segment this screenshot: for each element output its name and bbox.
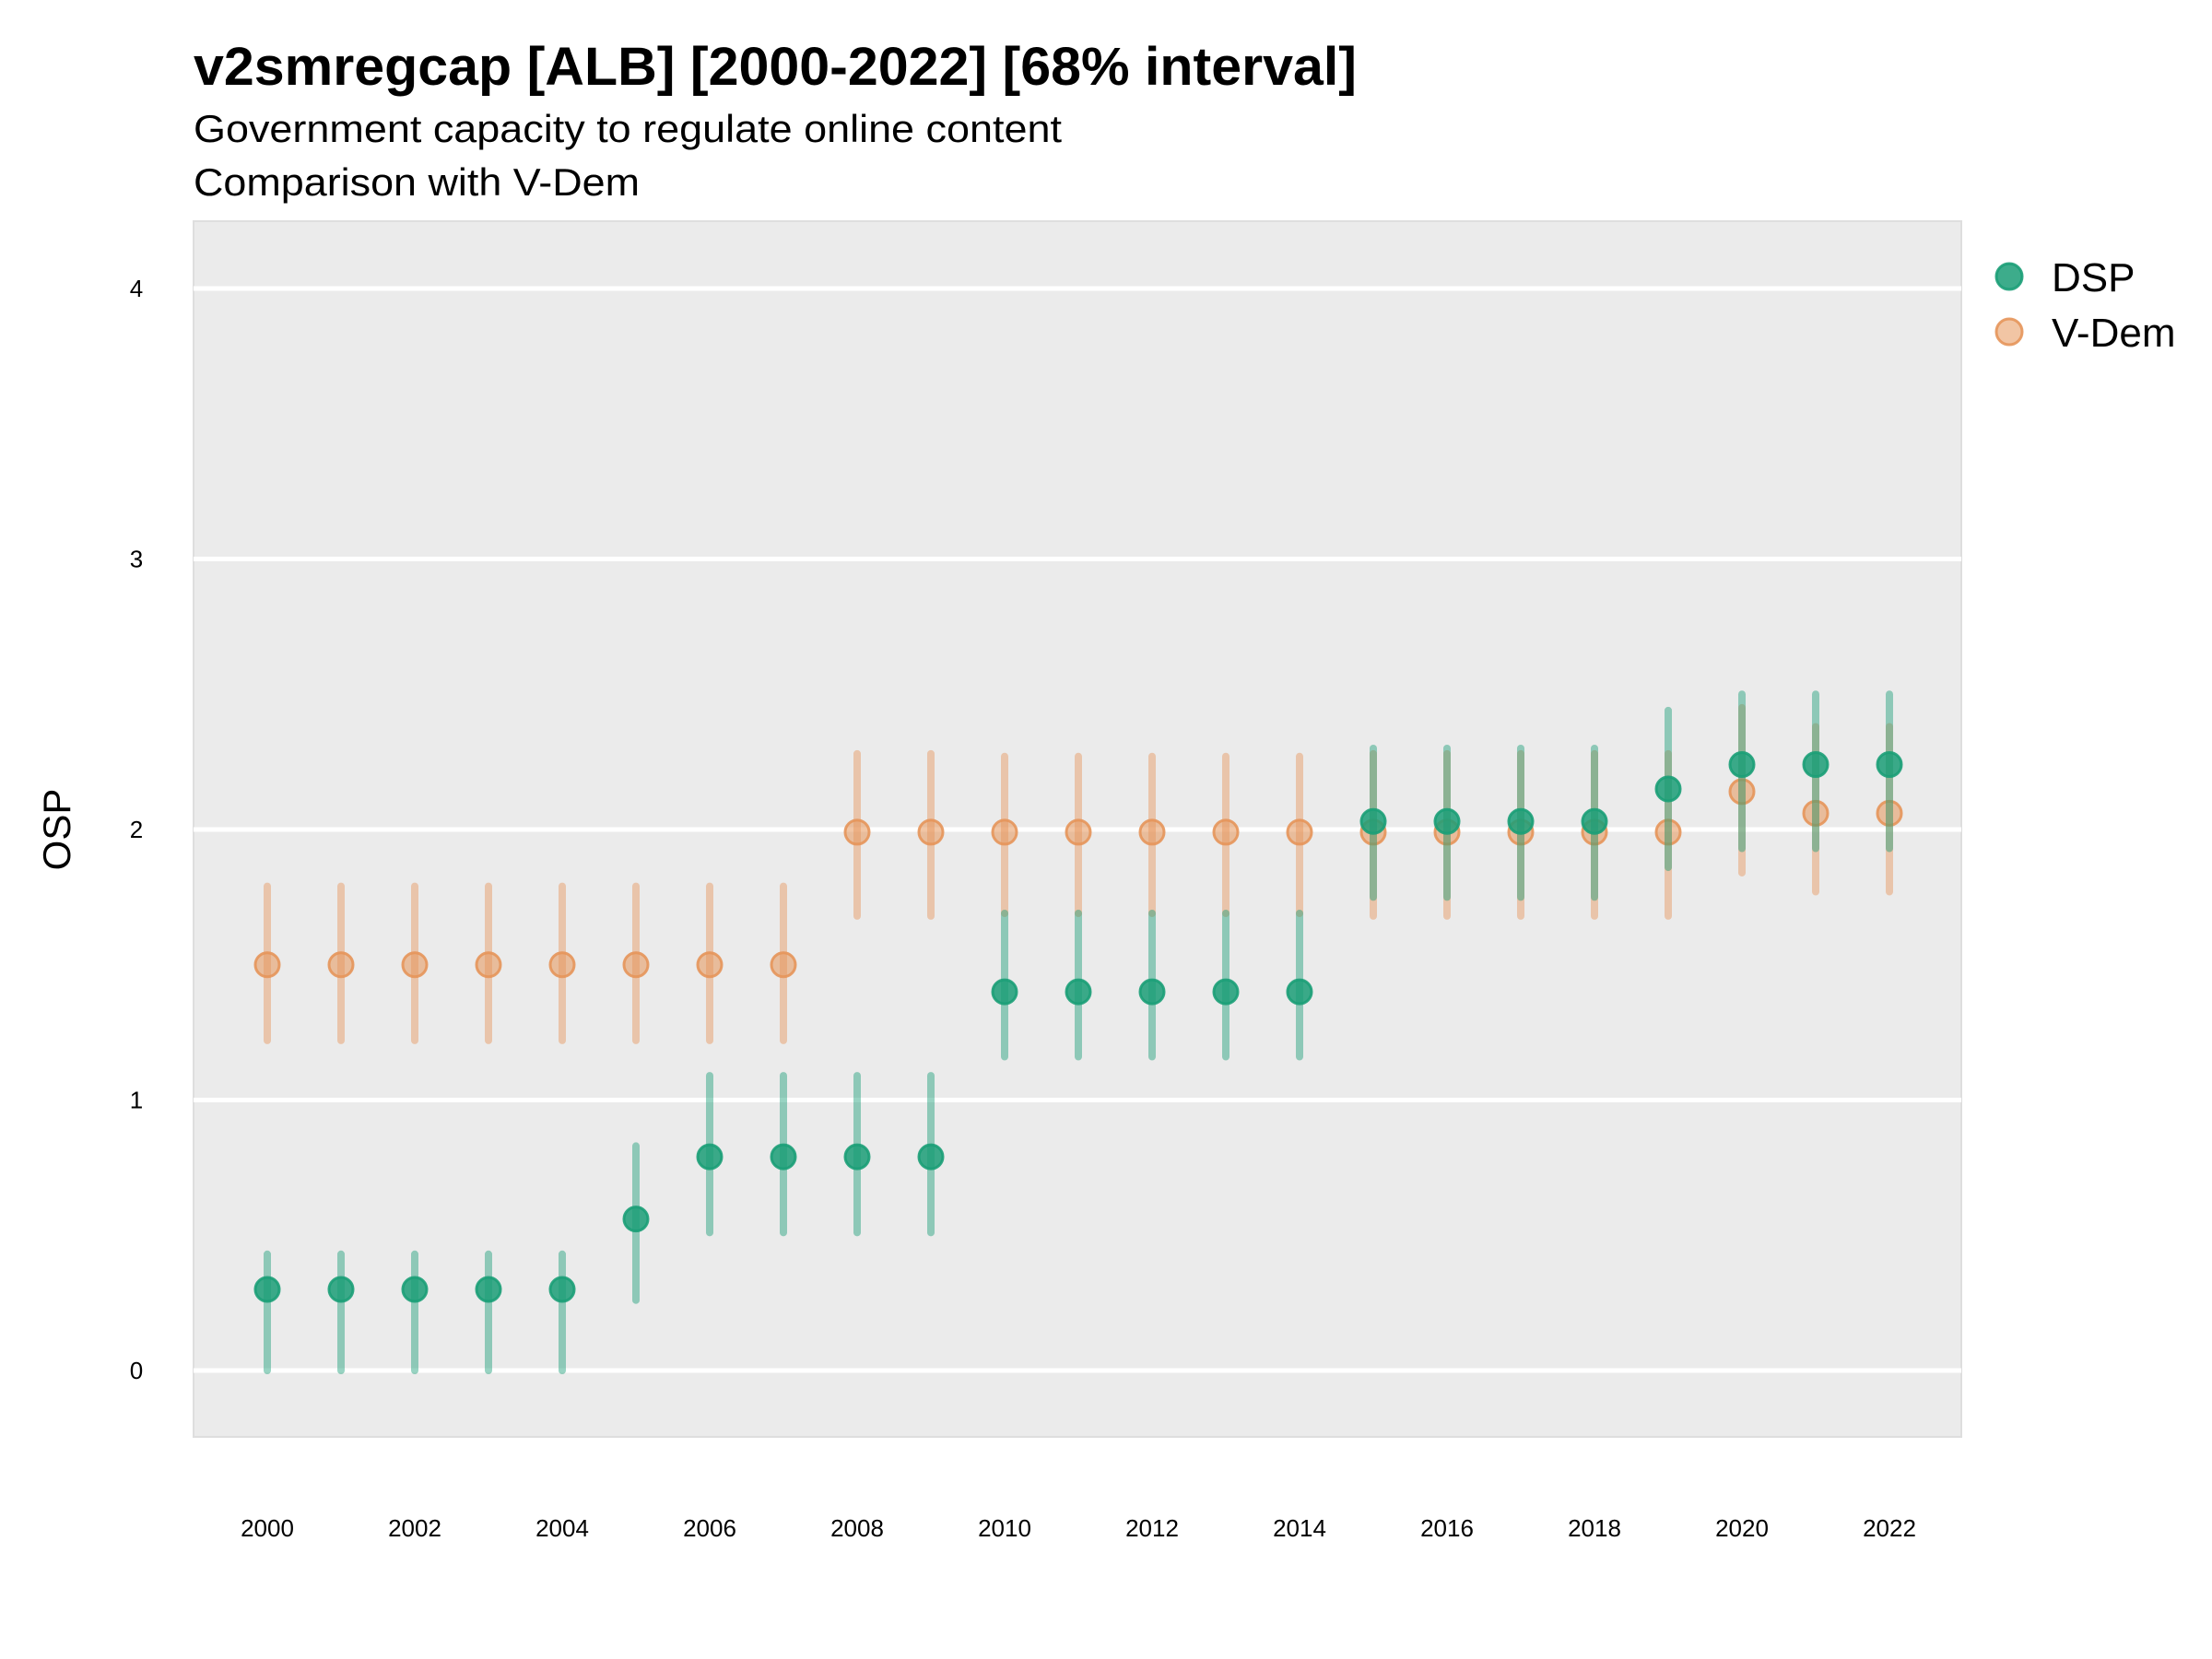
data-point-vdem bbox=[622, 951, 650, 979]
data-point-vdem bbox=[696, 951, 724, 979]
data-point-dsp bbox=[991, 978, 1018, 1006]
data-point-dsp bbox=[548, 1276, 576, 1303]
data-point-dsp bbox=[917, 1143, 945, 1171]
data-point-vdem bbox=[1802, 799, 1830, 827]
data-point-vdem bbox=[917, 818, 945, 846]
x-axis-ticks: 2000 2002 2004 2006 2008 2010 2012 2014 2016 2018… bbox=[241, 1514, 1916, 1542]
data-point-vdem bbox=[1065, 818, 1092, 846]
series-vdem bbox=[253, 703, 1903, 1044]
y-tick-label: 2 bbox=[130, 816, 143, 843]
x-tick-label: 2018 bbox=[1568, 1514, 1621, 1542]
data-point-vdem bbox=[253, 951, 281, 979]
data-point-dsp bbox=[1359, 807, 1387, 835]
data-point-dsp bbox=[475, 1276, 502, 1303]
x-tick-label: 2004 bbox=[535, 1514, 589, 1542]
x-tick-label: 2000 bbox=[241, 1514, 294, 1542]
data-point-dsp bbox=[843, 1143, 871, 1171]
data-point-dsp bbox=[1065, 978, 1092, 1006]
x-tick-label: 2014 bbox=[1273, 1514, 1326, 1542]
x-tick-label: 2020 bbox=[1715, 1514, 1769, 1542]
data-point-vdem bbox=[327, 951, 355, 979]
data-point-vdem bbox=[843, 818, 871, 846]
y-tick-label: 4 bbox=[130, 275, 143, 302]
data-point-dsp bbox=[696, 1143, 724, 1171]
legend-item-vdem: V-Dem bbox=[1994, 311, 2175, 356]
data-point-vdem bbox=[991, 818, 1018, 846]
x-tick-label: 2010 bbox=[978, 1514, 1031, 1542]
series-dsp bbox=[253, 690, 1903, 1374]
x-tick-label: 2006 bbox=[683, 1514, 736, 1542]
data-point-dsp bbox=[770, 1143, 797, 1171]
legend-item-dsp: DSP bbox=[1994, 255, 2135, 300]
x-tick-label: 2022 bbox=[1863, 1514, 1916, 1542]
chart-subtitle-line-2: Comparison with V-Dem bbox=[194, 160, 640, 204]
legend-label-dsp: DSP bbox=[2052, 255, 2135, 300]
data-point-vdem bbox=[1138, 818, 1166, 846]
data-point-dsp bbox=[1876, 751, 1903, 779]
data-point-vdem bbox=[1654, 818, 1682, 846]
data-point-vdem bbox=[475, 951, 502, 979]
data-point-dsp bbox=[1654, 775, 1682, 803]
data-point-dsp bbox=[253, 1276, 281, 1303]
data-point-dsp bbox=[1138, 978, 1166, 1006]
data-point-dsp bbox=[1507, 807, 1535, 835]
data-point-vdem bbox=[770, 951, 797, 979]
legend-marker-vdem bbox=[1994, 317, 2024, 347]
data-point-vdem bbox=[548, 951, 576, 979]
data-point-dsp bbox=[401, 1276, 429, 1303]
legend-marker-dsp bbox=[1994, 262, 2024, 291]
data-point-dsp bbox=[622, 1206, 650, 1233]
legend-label-vdem: V-Dem bbox=[2052, 311, 2175, 356]
y-tick-label: 0 bbox=[130, 1357, 143, 1384]
data-point-vdem bbox=[1286, 818, 1313, 846]
chart-subtitle-line-1: Government capacity to regulate online c… bbox=[194, 107, 1062, 150]
gridlines bbox=[194, 286, 1961, 1373]
x-tick-label: 2002 bbox=[388, 1514, 441, 1542]
x-tick-label: 2012 bbox=[1125, 1514, 1179, 1542]
legend: DSP V-Dem bbox=[1994, 255, 2175, 356]
data-point-dsp bbox=[1728, 751, 1756, 779]
y-axis-title: OSP bbox=[35, 789, 78, 871]
data-point-vdem bbox=[1212, 818, 1240, 846]
data-point-dsp bbox=[1433, 807, 1461, 835]
y-axis-ticks: 0 1 2 3 4 bbox=[130, 275, 143, 1384]
y-tick-label: 1 bbox=[130, 1087, 143, 1114]
data-point-dsp bbox=[1802, 751, 1830, 779]
data-point-vdem bbox=[401, 951, 429, 979]
x-tick-label: 2016 bbox=[1420, 1514, 1474, 1542]
data-point-dsp bbox=[1212, 978, 1240, 1006]
x-tick-label: 2008 bbox=[830, 1514, 884, 1542]
y-tick-label: 3 bbox=[130, 546, 143, 573]
data-marks bbox=[253, 690, 1903, 1374]
data-point-dsp bbox=[1286, 978, 1313, 1006]
data-point-vdem bbox=[1876, 799, 1903, 827]
data-point-dsp bbox=[1581, 807, 1608, 835]
data-point-dsp bbox=[327, 1276, 355, 1303]
chart-title: v2smregcap [ALB] [2000-2022] [68% interv… bbox=[194, 37, 1357, 97]
data-point-vdem bbox=[1728, 778, 1756, 806]
